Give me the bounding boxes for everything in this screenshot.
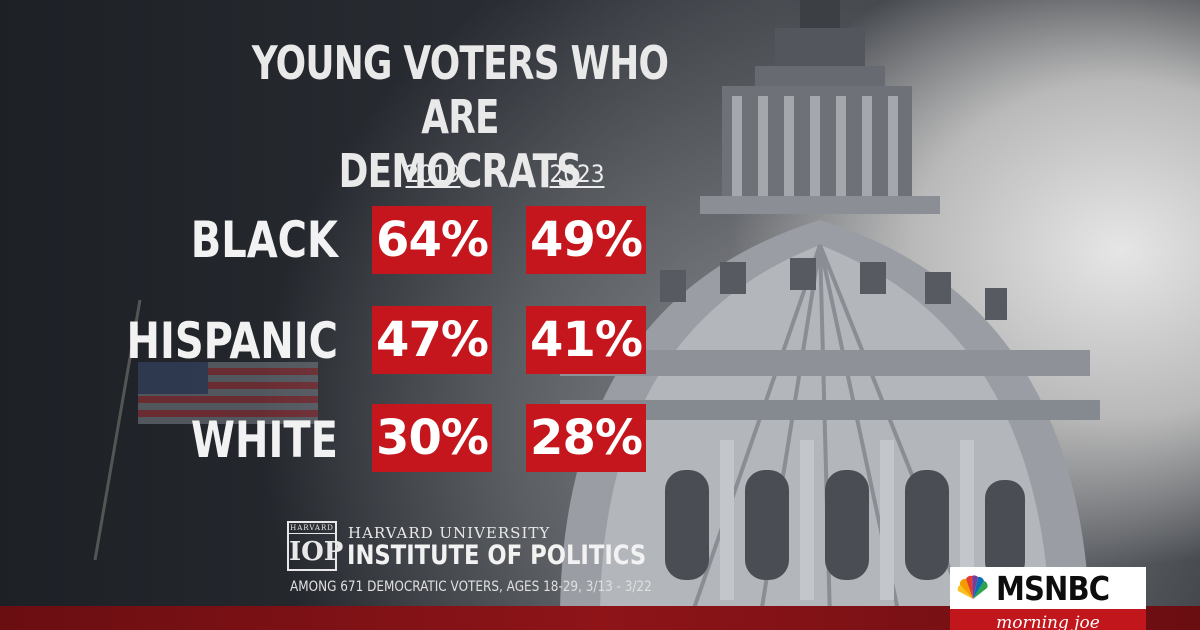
iop-logo-top: HARVARD: [289, 524, 335, 534]
column-header-2019: 2019: [405, 160, 461, 188]
title-line-1: YOUNG VOTERS WHO ARE: [251, 36, 669, 144]
column-header-2023: 2023: [549, 160, 605, 188]
source-university: HARVARD UNIVERSITY: [348, 524, 551, 542]
chart-title: YOUNG VOTERS WHO ARE DEMOCRATS: [210, 36, 709, 198]
cell-white-2023: 28%: [526, 404, 646, 472]
show-name: morning joe: [950, 609, 1146, 630]
msnbc-logo: MSNBC: [950, 567, 1146, 609]
cell-black-2023: 49%: [526, 206, 646, 274]
row-label-white: WHITE: [190, 411, 338, 469]
cell-hispanic-2019: 47%: [372, 306, 492, 374]
cell-hispanic-2023: 41%: [526, 306, 646, 374]
cell-black-2019: 64%: [372, 206, 492, 274]
row-label-hispanic: HISPANIC: [126, 312, 338, 370]
source-note: AMONG 671 DEMOCRATIC VOTERS, AGES 18-29,…: [290, 579, 652, 595]
title-line-2: DEMOCRATS: [338, 144, 583, 198]
peacock-logo-icon: [957, 575, 988, 599]
cell-white-2019: 30%: [372, 404, 492, 472]
source-institute: INSTITUTE OF POLITICS: [347, 540, 647, 571]
row-label-black: BLACK: [190, 211, 338, 269]
iop-logo-main: IOP: [289, 537, 344, 567]
network-name: MSNBC: [996, 568, 1110, 608]
iop-logo: HARVARD IOP: [287, 521, 344, 571]
